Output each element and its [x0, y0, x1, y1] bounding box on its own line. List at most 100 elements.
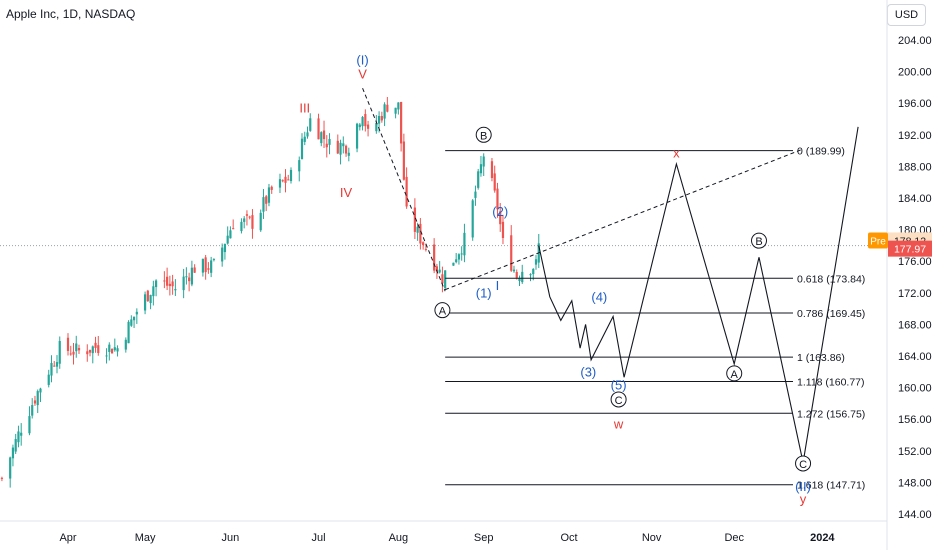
wave-label: (II) — [795, 479, 811, 494]
pre-label-badge — [868, 232, 888, 249]
y-tick-label: 144.00 — [898, 509, 932, 521]
candle-body — [33, 400, 37, 404]
candle-body — [135, 311, 138, 315]
candle-body — [270, 186, 273, 190]
x-tick-label: Jul — [311, 532, 325, 544]
candle-body — [510, 235, 513, 271]
candle-body — [479, 164, 483, 174]
candle-body — [435, 266, 439, 272]
candle-body — [86, 351, 89, 355]
candle-body — [422, 242, 425, 246]
candle-body — [105, 355, 108, 357]
candle-body — [163, 280, 166, 282]
candle-body — [347, 152, 350, 156]
candle-body — [303, 136, 306, 142]
candle-body — [438, 269, 441, 273]
candle-body — [210, 260, 213, 273]
candle-body — [344, 145, 348, 154]
candle-body — [20, 432, 23, 436]
candle-body — [108, 344, 111, 352]
candle-body — [182, 276, 185, 291]
wave-projection-path — [538, 126, 859, 463]
candle-body — [482, 156, 485, 167]
candle-body — [166, 276, 169, 286]
candle-body — [463, 232, 466, 256]
candle-body — [243, 218, 246, 222]
x-tick-label: 2024 — [810, 532, 835, 544]
candle-body — [69, 353, 72, 355]
y-tick-label: 160.00 — [898, 383, 932, 395]
candles — [0, 96, 540, 488]
wave-label: B — [480, 130, 487, 142]
candle-body — [306, 132, 309, 137]
candle-body — [267, 187, 271, 203]
candle-body — [58, 340, 61, 364]
candle-body — [394, 107, 397, 114]
candle-body — [232, 228, 235, 230]
candle-body — [212, 259, 216, 261]
candle-body — [245, 214, 249, 216]
pre-label: Pre — [870, 236, 886, 247]
candle-body — [361, 117, 364, 127]
candle-body — [11, 447, 15, 459]
wave-label-circle — [795, 455, 812, 472]
candle-body — [31, 405, 34, 416]
candle-body — [534, 259, 538, 265]
candle-body — [300, 138, 304, 160]
candle-body — [322, 130, 326, 140]
y-tick-label: 164.00 — [898, 351, 932, 363]
wave-label: A — [439, 306, 447, 318]
wave-label: (2) — [492, 204, 508, 219]
y-tick-label: 188.00 — [898, 161, 932, 173]
y-tick-label: 204.00 — [898, 35, 932, 47]
candle-body — [397, 102, 400, 110]
candle-body — [110, 349, 114, 354]
candle-body — [309, 118, 312, 131]
candle-body — [204, 257, 207, 273]
candle-body — [188, 277, 191, 282]
candle-body — [424, 248, 427, 250]
candle-body — [457, 254, 461, 260]
candle-body — [416, 226, 419, 233]
candle-body — [358, 124, 361, 128]
wave-label-circle — [726, 365, 743, 382]
candle-body — [521, 271, 524, 283]
candle-body — [499, 211, 502, 225]
candle-body — [14, 439, 17, 452]
wave-label: V — [358, 66, 367, 81]
symbol-title: Apple Inc, 1D, NASDAQ — [6, 7, 136, 21]
wave-label-circle — [475, 126, 492, 143]
candle-body — [88, 349, 92, 353]
candle-body — [154, 280, 158, 288]
candle-body — [402, 141, 405, 180]
candle-body — [143, 294, 147, 311]
fib-level-label: 0.618 (173.84) — [797, 273, 865, 285]
wave-label: (I) — [356, 52, 368, 67]
candle-body — [226, 235, 229, 244]
wave-label: IV — [340, 185, 353, 200]
y-tick-label: 196.00 — [898, 98, 932, 110]
candle-body — [355, 123, 359, 149]
candle-body — [512, 269, 516, 272]
wave-label-circle — [434, 302, 451, 319]
candle-body — [55, 362, 59, 367]
candle-body — [493, 173, 496, 191]
candle-body — [91, 346, 94, 354]
candle-body — [221, 247, 224, 262]
candle-body — [386, 104, 389, 112]
candle-body — [342, 143, 345, 147]
candle-body — [124, 339, 127, 350]
candle-body — [281, 180, 284, 182]
fib-level-label: 1.118 (160.77) — [797, 377, 865, 389]
wave-label: (1) — [476, 285, 492, 300]
candle-body — [364, 114, 367, 127]
candle-body — [515, 271, 518, 278]
x-tick-label: Sep — [474, 532, 494, 544]
candle-body — [380, 116, 383, 121]
candle-body — [201, 258, 204, 273]
y-tick-label: 172.00 — [898, 288, 932, 300]
last-price-badge — [888, 240, 932, 257]
y-tick-label: 152.00 — [898, 446, 932, 458]
